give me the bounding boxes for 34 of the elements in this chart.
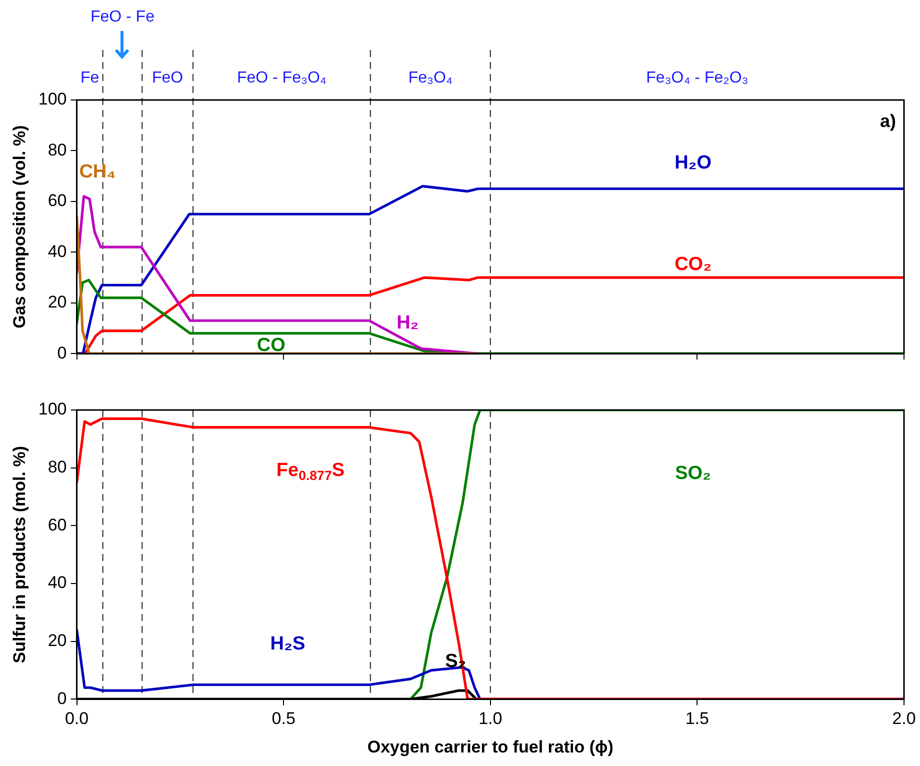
series-label: H₂O [674, 152, 712, 174]
text: FeO - Fe [90, 8, 155, 26]
text: FeO - Fe₃O₄ [236, 69, 326, 86]
y-tick-label: 100 [38, 400, 67, 419]
series-label: CO₂ [674, 254, 712, 276]
text: Fe₃O₄ - Fe₂O₃ [646, 69, 748, 86]
text: Fe₃O₄ [408, 69, 452, 86]
x-tick-label: 2.0 [892, 709, 916, 728]
series-label: H₂ [396, 312, 419, 334]
y-tick-label: 20 [48, 631, 67, 650]
x-tick-label: 0.0 [64, 709, 89, 728]
y-tick-label: 20 [48, 292, 67, 312]
x-tick-label: 1.0 [478, 709, 502, 728]
text: FeO [152, 69, 184, 86]
y-tick-label: 80 [48, 140, 67, 160]
y-tick-label: 80 [48, 458, 67, 477]
text: Fe [80, 69, 100, 86]
y-tick-label: 40 [48, 242, 67, 261]
y-axis-title: Gas composition (vol. %) [10, 125, 29, 328]
x-tick-label: 1.5 [685, 709, 710, 728]
series-label: CH₄ [79, 162, 116, 183]
text: SO₂ [675, 462, 712, 484]
x-axis-title: Oxygen carrier to fuel ratio (ϕ) [367, 737, 614, 756]
y-tick-label: 40 [48, 573, 67, 592]
y-axis-title: Sulfur in products (mol. %) [10, 446, 29, 664]
y-tick-label: 100 [38, 90, 67, 109]
y-tick-label: 0 [57, 688, 67, 708]
y-tick-label: 60 [48, 191, 67, 210]
x-tick-label: 0.5 [272, 709, 296, 728]
series-label: CO [256, 335, 286, 356]
y-tick-label: 60 [48, 515, 67, 534]
annotation: a) [880, 110, 896, 131]
y-tick-label: 0 [57, 343, 67, 362]
series-label: H₂S [270, 633, 306, 654]
